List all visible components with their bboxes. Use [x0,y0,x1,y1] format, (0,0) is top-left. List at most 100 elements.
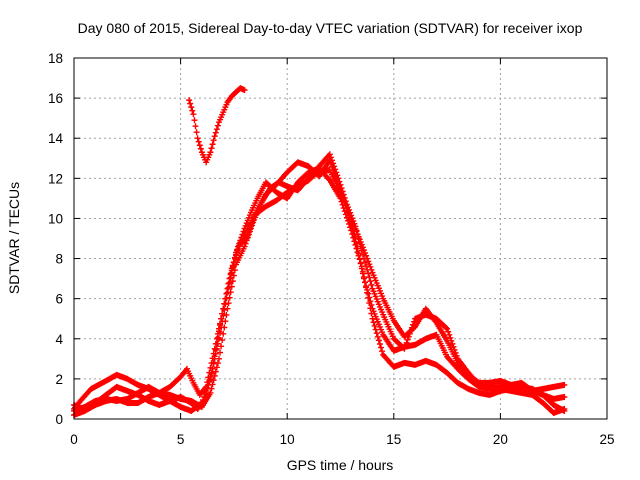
data-point [366,274,373,281]
data-point [363,263,370,270]
data-point [197,145,204,152]
y-tick-label: 10 [48,211,63,226]
data-point [330,160,337,167]
data-point [219,337,226,344]
data-point [365,290,372,297]
data-point [348,212,355,219]
data-point [213,364,220,371]
data-point [229,263,236,270]
data-point [209,381,216,388]
y-tick-label: 6 [55,292,63,307]
data-point [227,271,234,278]
data-point [191,117,198,124]
y-axis-label: SDTVAR / TECUs [6,182,22,294]
data-point [244,234,251,241]
data-point [249,222,256,229]
data-point [350,217,357,224]
data-point [211,133,218,140]
data-point [405,333,412,340]
data-point [452,349,459,356]
data-point [363,283,370,290]
data-point [231,267,238,274]
data-point [193,129,200,136]
data-point [187,100,194,107]
y-tick-label: 16 [48,91,63,106]
data-point [231,255,238,262]
data-point [331,163,338,170]
data-point [353,240,360,247]
data-point [211,353,218,360]
data-point [211,372,218,379]
data-point [340,191,347,198]
data-point [214,122,221,129]
data-point [443,324,450,331]
data-point [354,245,361,252]
series-track-4 [71,151,568,416]
data-point [367,278,374,285]
data-point [367,263,374,270]
data-point [233,251,240,258]
data-point [367,298,374,305]
data-point [366,261,373,268]
data-point [213,126,220,133]
x-tick-label: 15 [386,432,401,447]
data-point [402,342,409,349]
data-point [207,373,214,380]
data-point [326,151,333,158]
data-point [358,265,365,272]
data-point [371,322,378,329]
data-point [229,278,236,285]
data-point [206,377,213,384]
data-point [561,393,568,400]
data-point [223,290,230,297]
data-point [194,135,201,142]
data-point [449,340,456,347]
data-point [196,142,203,149]
series-layer [71,85,568,418]
data-point [207,149,214,156]
data-point [364,286,371,293]
tick-layer: 0 5 10 15 20 25 0 2 4 6 8 10 12 14 16 18 [48,51,615,447]
data-point [358,247,365,254]
data-point [188,104,195,111]
data-point [447,334,454,341]
data-point [220,330,227,337]
data-point [357,243,364,250]
data-point [366,294,373,301]
data-point [208,385,215,392]
x-tick-label: 0 [70,432,78,447]
data-point [218,343,225,350]
data-point [228,283,235,290]
series-track-5 [186,85,248,166]
data-point [360,275,367,282]
data-point [210,350,217,357]
data-point [561,381,568,388]
data-point [354,231,361,238]
data-point [365,258,372,265]
data-point [446,331,453,338]
data-point [207,389,214,396]
data-point [344,204,351,211]
data-point [210,377,217,384]
data-point [221,324,228,331]
y-tick-label: 14 [48,131,64,146]
data-point [212,347,219,354]
data-point [219,310,226,317]
data-point [334,172,341,179]
data-point [325,176,332,183]
data-point [211,345,218,352]
data-point [401,345,408,352]
data-point [368,281,375,288]
data-point [376,340,383,347]
data-point [341,194,348,201]
data-point [243,237,250,244]
data-point [222,295,229,302]
data-point [242,240,249,247]
data-point [359,270,366,277]
data-point [339,188,346,195]
data-point [215,328,222,335]
y-tick-label: 12 [48,171,63,186]
data-point [223,311,230,318]
